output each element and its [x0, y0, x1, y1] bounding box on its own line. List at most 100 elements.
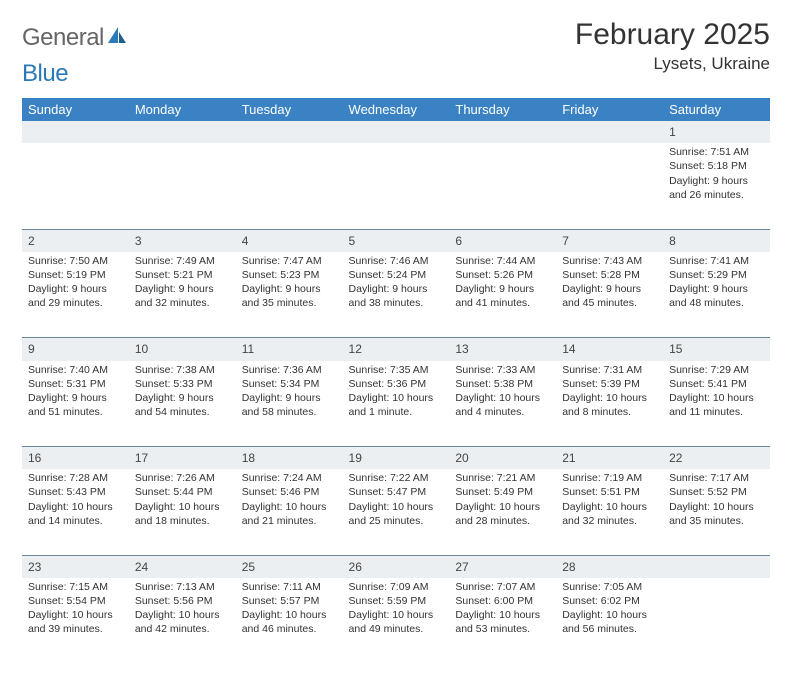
day-line: Sunrise: 7:43 AM — [562, 254, 657, 268]
weekday-header-row: Sunday Monday Tuesday Wednesday Thursday… — [22, 98, 770, 121]
day-cell: Sunrise: 7:13 AMSunset: 5:56 PMDaylight:… — [129, 578, 236, 664]
day-line: Sunrise: 7:13 AM — [135, 580, 230, 594]
day-cell: Sunrise: 7:51 AMSunset: 5:18 PMDaylight:… — [663, 143, 770, 229]
day-line: Sunrise: 7:46 AM — [349, 254, 444, 268]
day-line: Sunset: 5:31 PM — [28, 377, 123, 391]
day-line: and 58 minutes. — [242, 405, 337, 419]
day-cell: Sunrise: 7:26 AMSunset: 5:44 PMDaylight:… — [129, 469, 236, 555]
day-line: Sunrise: 7:44 AM — [455, 254, 550, 268]
day-line: and 14 minutes. — [28, 514, 123, 528]
day-line: Sunset: 5:44 PM — [135, 485, 230, 499]
day-number: 1 — [663, 121, 770, 143]
day-number: 21 — [556, 447, 663, 470]
day-number: 7 — [556, 229, 663, 252]
day-line: Sunset: 5:47 PM — [349, 485, 444, 499]
day-number: 19 — [343, 447, 450, 470]
day-line: Sunrise: 7:35 AM — [349, 363, 444, 377]
day-cell: Sunrise: 7:44 AMSunset: 5:26 PMDaylight:… — [449, 252, 556, 338]
day-line: Sunrise: 7:38 AM — [135, 363, 230, 377]
day-line: Sunset: 5:54 PM — [28, 594, 123, 608]
day-line: Sunrise: 7:51 AM — [669, 145, 764, 159]
day-line: Sunrise: 7:50 AM — [28, 254, 123, 268]
day-content-row: Sunrise: 7:51 AMSunset: 5:18 PMDaylight:… — [22, 143, 770, 229]
day-number: 15 — [663, 338, 770, 361]
day-cell: Sunrise: 7:17 AMSunset: 5:52 PMDaylight:… — [663, 469, 770, 555]
day-line: Sunset: 6:02 PM — [562, 594, 657, 608]
day-line: and 51 minutes. — [28, 405, 123, 419]
calendar-table: Sunday Monday Tuesday Wednesday Thursday… — [22, 98, 770, 664]
weekday-header: Friday — [556, 98, 663, 121]
day-number — [663, 555, 770, 578]
day-content-row: Sunrise: 7:28 AMSunset: 5:43 PMDaylight:… — [22, 469, 770, 555]
day-cell: Sunrise: 7:28 AMSunset: 5:43 PMDaylight:… — [22, 469, 129, 555]
day-line: Daylight: 10 hours — [455, 391, 550, 405]
day-cell — [22, 143, 129, 229]
day-line: Sunset: 5:52 PM — [669, 485, 764, 499]
day-cell: Sunrise: 7:46 AMSunset: 5:24 PMDaylight:… — [343, 252, 450, 338]
day-line: Sunset: 5:26 PM — [455, 268, 550, 282]
day-number — [236, 121, 343, 143]
day-line: and 32 minutes. — [562, 514, 657, 528]
month-title: February 2025 — [575, 18, 770, 52]
day-line: and 25 minutes. — [349, 514, 444, 528]
day-line: and 11 minutes. — [669, 405, 764, 419]
day-line: and 29 minutes. — [28, 296, 123, 310]
day-number: 20 — [449, 447, 556, 470]
day-line: and 48 minutes. — [669, 296, 764, 310]
day-line: Daylight: 9 hours — [669, 282, 764, 296]
day-cell — [236, 143, 343, 229]
day-number: 25 — [236, 555, 343, 578]
day-line: Sunrise: 7:28 AM — [28, 471, 123, 485]
day-line: and 54 minutes. — [135, 405, 230, 419]
day-cell: Sunrise: 7:11 AMSunset: 5:57 PMDaylight:… — [236, 578, 343, 664]
day-cell: Sunrise: 7:31 AMSunset: 5:39 PMDaylight:… — [556, 361, 663, 447]
weekday-header: Saturday — [663, 98, 770, 121]
day-line: Sunrise: 7:19 AM — [562, 471, 657, 485]
day-line: Sunrise: 7:29 AM — [669, 363, 764, 377]
day-line: and 18 minutes. — [135, 514, 230, 528]
day-line: Sunrise: 7:24 AM — [242, 471, 337, 485]
day-cell: Sunrise: 7:49 AMSunset: 5:21 PMDaylight:… — [129, 252, 236, 338]
day-line: Sunrise: 7:26 AM — [135, 471, 230, 485]
day-line: Daylight: 9 hours — [455, 282, 550, 296]
day-cell: Sunrise: 7:41 AMSunset: 5:29 PMDaylight:… — [663, 252, 770, 338]
weekday-header: Wednesday — [343, 98, 450, 121]
day-line: Sunrise: 7:33 AM — [455, 363, 550, 377]
day-line: Sunset: 5:41 PM — [669, 377, 764, 391]
day-cell: Sunrise: 7:05 AMSunset: 6:02 PMDaylight:… — [556, 578, 663, 664]
day-line: Sunrise: 7:09 AM — [349, 580, 444, 594]
day-line: Daylight: 10 hours — [562, 500, 657, 514]
day-number: 5 — [343, 229, 450, 252]
day-line: Daylight: 10 hours — [669, 500, 764, 514]
brand-part1: General — [22, 24, 104, 52]
day-line: and 26 minutes. — [669, 188, 764, 202]
day-number: 27 — [449, 555, 556, 578]
day-line: Sunrise: 7:05 AM — [562, 580, 657, 594]
day-line: Sunset: 5:59 PM — [349, 594, 444, 608]
day-line: Daylight: 10 hours — [562, 391, 657, 405]
day-line: and 4 minutes. — [455, 405, 550, 419]
day-number: 3 — [129, 229, 236, 252]
weekday-header: Sunday — [22, 98, 129, 121]
day-line: and 8 minutes. — [562, 405, 657, 419]
day-number: 6 — [449, 229, 556, 252]
day-line: Sunset: 5:23 PM — [242, 268, 337, 282]
day-number — [129, 121, 236, 143]
day-line: Daylight: 10 hours — [669, 391, 764, 405]
day-number: 22 — [663, 447, 770, 470]
day-line: Daylight: 10 hours — [349, 391, 444, 405]
day-line: Sunset: 5:33 PM — [135, 377, 230, 391]
day-line: Daylight: 9 hours — [242, 282, 337, 296]
day-number: 10 — [129, 338, 236, 361]
day-number-row: 232425262728 — [22, 555, 770, 578]
day-line: Daylight: 9 hours — [669, 174, 764, 188]
day-number: 26 — [343, 555, 450, 578]
day-line: Sunrise: 7:36 AM — [242, 363, 337, 377]
day-cell: Sunrise: 7:33 AMSunset: 5:38 PMDaylight:… — [449, 361, 556, 447]
day-line: and 56 minutes. — [562, 622, 657, 636]
day-line: Daylight: 10 hours — [455, 500, 550, 514]
day-number-row: 1 — [22, 121, 770, 143]
day-cell: Sunrise: 7:29 AMSunset: 5:41 PMDaylight:… — [663, 361, 770, 447]
day-line: Sunset: 5:29 PM — [669, 268, 764, 282]
day-cell — [449, 143, 556, 229]
